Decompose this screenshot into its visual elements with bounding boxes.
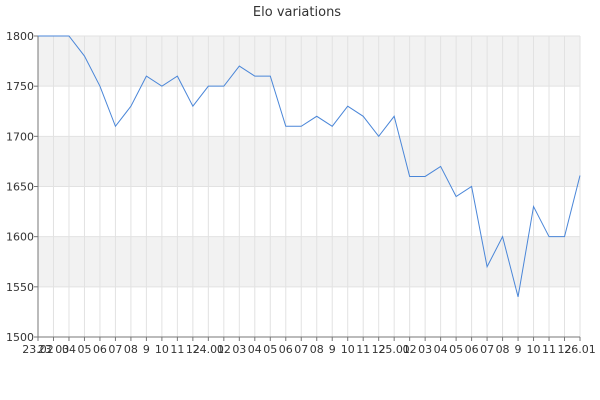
x-tick-label: 9	[143, 343, 150, 356]
x-tick-label: 05	[449, 343, 463, 356]
y-tick-label: 1700	[6, 130, 34, 143]
x-tick-label: 08	[310, 343, 324, 356]
x-tick-label: 08	[496, 343, 510, 356]
x-tick-label: 02	[403, 343, 417, 356]
data-point	[68, 35, 70, 37]
data-point	[300, 125, 302, 127]
data-point	[269, 75, 271, 77]
data-point	[223, 85, 225, 87]
data-point	[424, 175, 426, 177]
data-point	[316, 115, 318, 117]
x-tick-label: 9	[515, 343, 522, 356]
x-tick-label: 25.01	[378, 343, 410, 356]
y-tick-label: 1550	[6, 281, 34, 294]
data-point	[145, 75, 147, 77]
x-tick-label: 06	[465, 343, 479, 356]
background-band	[38, 136, 580, 187]
x-tick-label: 10	[341, 343, 355, 356]
data-point	[579, 174, 581, 176]
x-tick-label: 05	[263, 343, 277, 356]
x-tick-label: 04	[434, 343, 448, 356]
x-tick-label: 08	[124, 343, 138, 356]
data-point	[192, 105, 194, 107]
x-tick-label: 12	[372, 343, 386, 356]
x-tick-label: 07	[480, 343, 494, 356]
data-point	[393, 115, 395, 117]
x-tick-label: 11	[356, 343, 370, 356]
x-tick-label: 24.01	[193, 343, 225, 356]
data-point	[37, 35, 39, 37]
data-point	[408, 175, 410, 177]
elo-series-line	[38, 35, 581, 297]
x-tick-label: 12	[558, 343, 572, 356]
x-tick-label: 07	[108, 343, 122, 356]
x-tick-label: 03	[232, 343, 246, 356]
data-point	[377, 135, 379, 137]
x-tick-label: 02	[217, 343, 231, 356]
data-point	[99, 85, 101, 87]
data-point	[238, 65, 240, 67]
x-tick-label: 23 03	[38, 343, 70, 356]
x-tick-label: 10	[155, 343, 169, 356]
x-tick-label: 07	[294, 343, 308, 356]
x-tick-label: 10	[527, 343, 541, 356]
x-tick-label: 06	[279, 343, 293, 356]
data-point	[517, 296, 519, 298]
data-point	[114, 125, 116, 127]
y-tick-label: 1500	[6, 331, 34, 344]
x-tick-label: 05	[77, 343, 91, 356]
x-tick-label: 11	[542, 343, 556, 356]
data-point	[347, 105, 349, 107]
data-point	[207, 85, 209, 87]
data-point	[331, 125, 333, 127]
data-point	[83, 55, 85, 57]
data-point	[52, 35, 54, 37]
y-tick-label: 1650	[6, 181, 34, 194]
data-point	[486, 266, 488, 268]
data-point	[285, 125, 287, 127]
data-point	[501, 235, 503, 237]
data-point	[254, 75, 256, 77]
data-point	[563, 235, 565, 237]
background-bands	[38, 36, 580, 287]
data-point	[455, 195, 457, 197]
data-point	[532, 205, 534, 207]
data-point	[176, 75, 178, 77]
y-tick-label: 1800	[6, 30, 34, 43]
x-tick-label: 9	[329, 343, 336, 356]
y-tick-label: 1750	[6, 80, 34, 93]
background-band	[38, 36, 580, 87]
chart-title: Elo variations	[253, 5, 341, 20]
y-axis-ticks: 1500 1550 1600 1650 1700 1750 1800	[6, 30, 38, 344]
x-tick-label: 04	[248, 343, 262, 356]
data-point	[470, 185, 472, 187]
x-tick-label: 23.02	[22, 343, 54, 356]
x-tick-label: 12	[186, 343, 200, 356]
y-tick-label: 1600	[6, 231, 34, 244]
series-layer	[37, 35, 581, 298]
data-point	[439, 165, 441, 167]
x-tick-label: 11	[170, 343, 184, 356]
data-point	[161, 85, 163, 87]
data-point	[130, 105, 132, 107]
data-point	[362, 115, 364, 117]
x-tick-label: 03	[418, 343, 432, 356]
data-point	[548, 235, 550, 237]
x-tick-label: 06	[93, 343, 107, 356]
x-tick-label: 04	[62, 343, 76, 356]
x-tick-label: 26.01	[564, 343, 596, 356]
